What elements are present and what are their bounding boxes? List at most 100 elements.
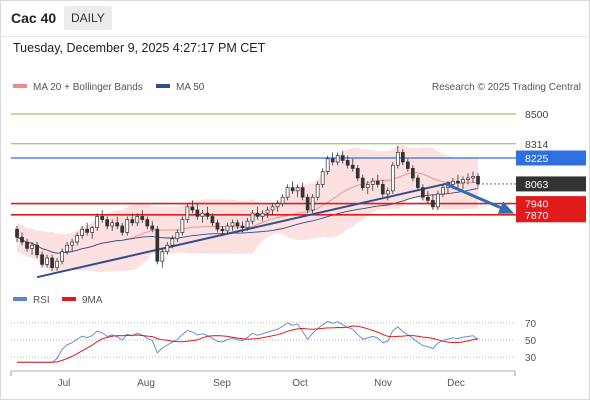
- chart-credit: Research © 2025 Trading Central: [432, 82, 581, 93]
- candle-body: [30, 244, 34, 249]
- support-tag: [516, 207, 586, 223]
- candle-body: [160, 251, 165, 262]
- forecast-arrow-shaft: [445, 182, 507, 212]
- candle-body: [45, 257, 49, 265]
- legend-rsi: RSI: [33, 295, 50, 306]
- candle-body: [456, 180, 460, 184]
- candle-body: [360, 177, 365, 188]
- candle-body: [441, 187, 445, 195]
- legend-swatch-rsi: [13, 297, 27, 301]
- legend-ma50: MA 50: [176, 82, 205, 93]
- candle-body: [95, 216, 100, 228]
- candle-body: [215, 222, 220, 230]
- forecast-arrow-head: [497, 201, 515, 214]
- candle-body: [320, 171, 325, 185]
- candle-body: [200, 212, 205, 217]
- level-label-support: 7870: [525, 210, 549, 222]
- candle-body: [165, 244, 170, 252]
- candle-body: [476, 176, 480, 185]
- candle-body: [75, 235, 79, 243]
- candle-body: [140, 216, 145, 220]
- candle-body: [385, 190, 390, 195]
- candle-body: [55, 260, 59, 268]
- rsi-tick-label: 70: [525, 319, 537, 330]
- candle-body: [461, 179, 465, 184]
- candle-body: [70, 241, 74, 246]
- x-tick-label: Oct: [292, 378, 308, 389]
- candle-body: [80, 228, 84, 236]
- candle-body: [380, 184, 385, 195]
- rsi-ma9-line: [17, 325, 479, 363]
- legend-ma20: MA 20 + Bollinger Bands: [33, 82, 143, 93]
- candle-body: [275, 203, 280, 208]
- candle-body: [426, 196, 430, 201]
- legend-9ma: 9MA: [82, 295, 103, 306]
- candle-body: [255, 212, 260, 217]
- candle-body: [235, 222, 240, 227]
- rsi-tick-label: 30: [525, 353, 537, 364]
- candle-body: [60, 251, 64, 262]
- candle-body: [365, 184, 370, 188]
- candle-body: [466, 177, 470, 180]
- candle-body: [436, 193, 440, 208]
- x-tick-label: Jul: [58, 378, 71, 389]
- ma50-line: [16, 187, 479, 254]
- candle-body: [40, 254, 44, 265]
- period-button[interactable]: DAILY: [64, 6, 112, 30]
- candle-body: [345, 160, 350, 166]
- candle-body: [285, 187, 290, 198]
- candle-body: [205, 212, 210, 217]
- candle-body: [125, 219, 130, 233]
- candle-body: [416, 177, 420, 188]
- candle-body: [260, 212, 265, 217]
- candle-body: [290, 187, 295, 192]
- candle-body: [395, 152, 400, 166]
- candle-body: [180, 219, 185, 233]
- candle-body: [130, 219, 135, 224]
- candle-body: [190, 206, 195, 211]
- candle-body: [245, 220, 250, 228]
- level-label-last: 8063: [525, 179, 549, 191]
- chart-header: Cac 40 DAILY: [0, 0, 590, 37]
- rsi-line: [17, 320, 479, 363]
- x-tick-label: Aug: [137, 378, 155, 389]
- candle-body: [390, 164, 395, 192]
- candle-body: [451, 180, 455, 185]
- candle-body: [280, 196, 285, 204]
- x-tick-label: Nov: [374, 378, 392, 389]
- candle-body: [295, 187, 300, 192]
- candle-body: [25, 241, 29, 249]
- candle-body: [335, 155, 340, 163]
- candle-body: [85, 228, 90, 233]
- candle-body: [265, 209, 270, 214]
- candle-body: [421, 187, 425, 198]
- candle-body: [145, 219, 150, 227]
- legend-swatch-ma20: [13, 84, 27, 88]
- candle-body: [431, 200, 435, 208]
- candle-body: [300, 187, 305, 198]
- candle-body: [135, 216, 140, 224]
- candle-body: [195, 209, 200, 217]
- candle-body: [411, 168, 415, 179]
- candle-body: [471, 176, 475, 179]
- candle-body: [185, 206, 190, 220]
- x-tick-label: Sep: [213, 378, 231, 389]
- candle-body: [350, 164, 355, 169]
- candle-body: [90, 227, 95, 233]
- candle-body: [155, 228, 160, 262]
- candle-body: [50, 257, 54, 268]
- candle-body: [150, 225, 155, 230]
- rsi-panel: 70 50 30: [11, 319, 537, 364]
- level-label-pivot: 8225: [525, 153, 549, 165]
- candle-body: [175, 232, 180, 240]
- legend-swatch-9ma: [62, 297, 76, 301]
- candle-body: [240, 225, 245, 228]
- candle-body: [250, 212, 255, 222]
- candle-body: [15, 228, 19, 238]
- candle-body: [305, 196, 310, 211]
- candle-body: [405, 161, 410, 169]
- last-price-tag: [516, 176, 586, 192]
- candle-body: [230, 222, 235, 227]
